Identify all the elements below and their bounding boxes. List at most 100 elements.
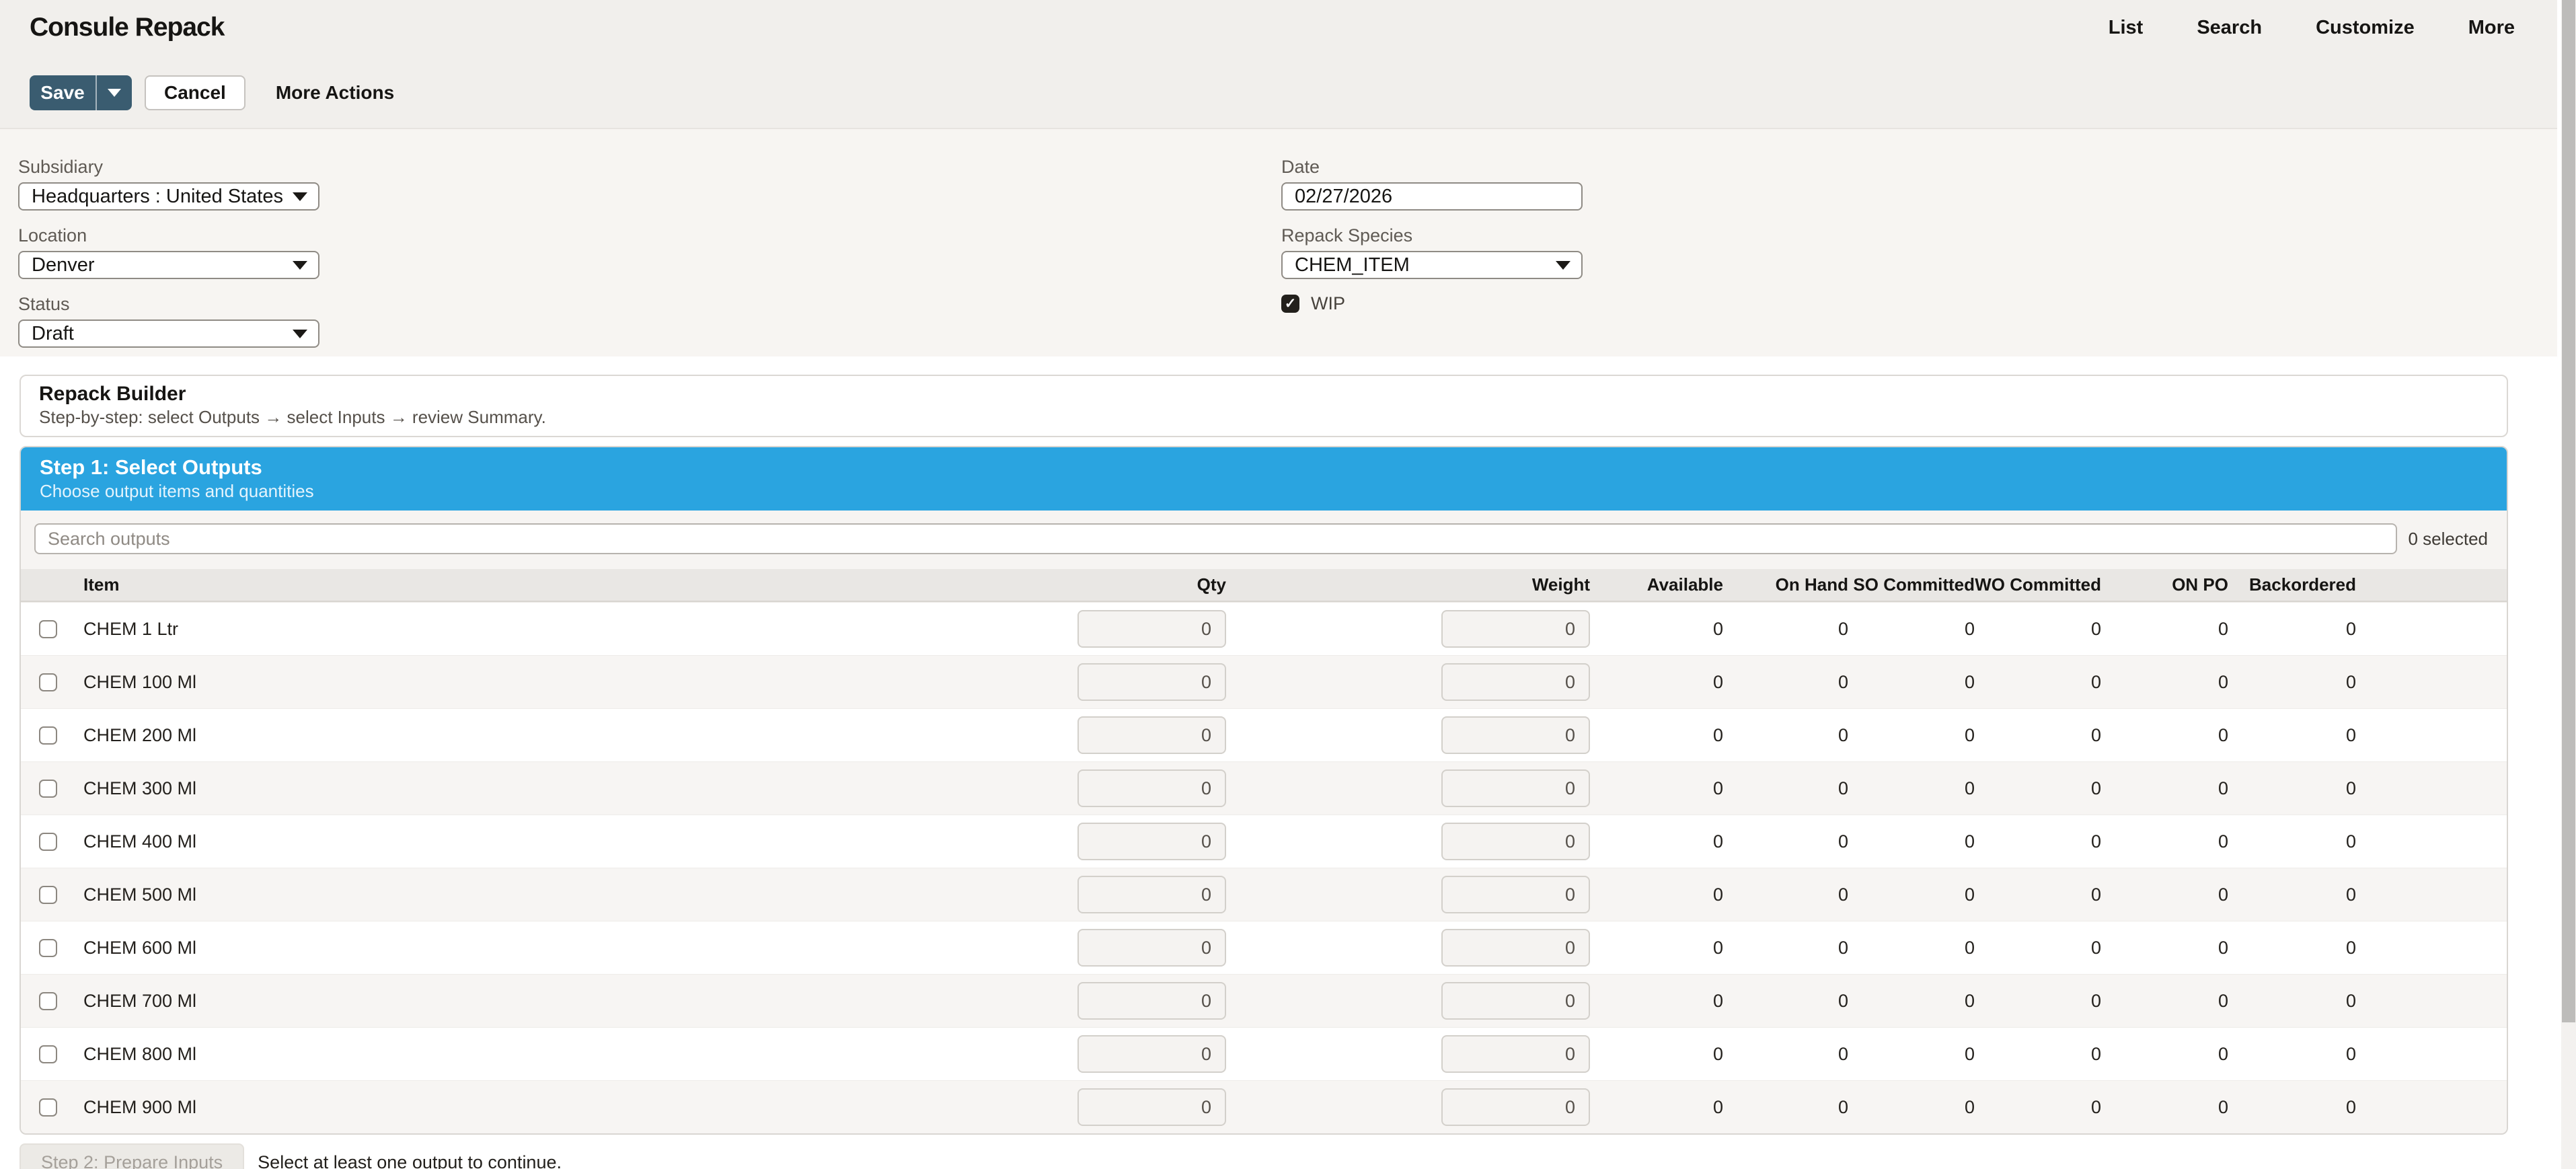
step2-row: Step 2: Prepare Inputs Select at least o… <box>20 1143 2557 1169</box>
qty-input[interactable] <box>1077 823 1226 860</box>
row-checkbox[interactable] <box>39 885 57 904</box>
link-search[interactable]: Search <box>2197 16 2263 38</box>
weight-input[interactable] <box>1441 823 1590 860</box>
scrollbar-thumb[interactable] <box>2562 0 2575 1022</box>
date-label: Date <box>1281 157 1320 177</box>
item-name: CHEM 500 Ml <box>83 884 197 905</box>
table-row: CHEM 600 Ml 0 0 0 0 0 0 <box>21 921 2507 974</box>
backordered-value: 0 <box>2345 884 2356 905</box>
builder-title: Repack Builder <box>39 383 186 405</box>
weight-input[interactable] <box>1441 610 1590 648</box>
col-wo-committed: WO Committed <box>1975 574 2101 595</box>
qty-input[interactable] <box>1077 982 1226 1020</box>
on-hand-value: 0 <box>1838 990 1848 1011</box>
available-value: 0 <box>1712 1096 1723 1117</box>
row-checkbox[interactable] <box>39 1098 57 1117</box>
col-on-hand: On Hand <box>1775 574 1848 595</box>
backordered-value: 0 <box>2345 724 2356 745</box>
so-committed-value: 0 <box>1964 990 1975 1011</box>
link-more[interactable]: More <box>2468 16 2515 38</box>
qty-input[interactable] <box>1077 929 1226 967</box>
qty-input[interactable] <box>1077 663 1226 701</box>
item-name: CHEM 400 Ml <box>83 831 197 852</box>
weight-input[interactable] <box>1441 769 1590 807</box>
step2-button[interactable]: Step 2: Prepare Inputs <box>20 1143 245 1169</box>
weight-input[interactable] <box>1441 982 1590 1020</box>
table-row: CHEM 100 Ml 0 0 0 0 0 0 <box>21 655 2507 708</box>
available-value: 0 <box>1712 884 1723 905</box>
selected-count: 0 selected <box>2408 528 2488 549</box>
row-checkbox[interactable] <box>39 832 57 851</box>
available-value: 0 <box>1712 937 1723 958</box>
step2-hint: Select at least one output to continue. <box>258 1152 562 1169</box>
on-hand-value: 0 <box>1838 671 1848 692</box>
qty-input[interactable] <box>1077 876 1226 913</box>
builder-subtitle: Step-by-step: select Outputs → select In… <box>39 407 546 427</box>
cancel-button[interactable]: Cancel <box>145 75 245 110</box>
col-weight: Weight <box>1531 574 1590 595</box>
wo-committed-value: 0 <box>2090 884 2101 905</box>
backordered-value: 0 <box>2345 618 2356 639</box>
search-outputs-input[interactable] <box>34 523 2398 554</box>
link-list[interactable]: List <box>2108 16 2144 38</box>
vertical-scrollbar[interactable] <box>2561 0 2576 1169</box>
status-select[interactable]: Draft <box>18 319 319 348</box>
table-row: CHEM 700 Ml 0 0 0 0 0 0 <box>21 974 2507 1027</box>
save-button[interactable]: Save <box>30 75 96 110</box>
step1-subtitle: Choose output items and quantities <box>40 481 314 501</box>
location-select[interactable]: Denver <box>18 251 319 279</box>
top-bar: Consule Repack List Search Customize Mor… <box>0 0 2557 128</box>
wip-checkbox[interactable]: ✓ <box>1281 295 1299 313</box>
row-checkbox[interactable] <box>39 991 57 1010</box>
col-available: Available <box>1646 574 1723 595</box>
backordered-value: 0 <box>2345 1043 2356 1064</box>
backordered-value: 0 <box>2345 831 2356 852</box>
available-value: 0 <box>1712 1043 1723 1064</box>
dropdown-arrow-icon <box>293 329 307 338</box>
row-checkbox[interactable] <box>39 1045 57 1063</box>
table-row: CHEM 500 Ml 0 0 0 0 0 0 <box>21 868 2507 921</box>
weight-input[interactable] <box>1441 876 1590 913</box>
qty-input[interactable] <box>1077 769 1226 807</box>
on-hand-value: 0 <box>1838 778 1848 798</box>
weight-input[interactable] <box>1441 663 1590 701</box>
table-row: CHEM 800 Ml 0 0 0 0 0 0 <box>21 1027 2507 1080</box>
row-checkbox[interactable] <box>39 938 57 957</box>
actions-row: Save Cancel More Actions <box>30 75 2515 110</box>
backordered-value: 0 <box>2345 778 2356 798</box>
link-customize[interactable]: Customize <box>2316 16 2415 38</box>
on-po-value: 0 <box>2218 990 2228 1011</box>
qty-input[interactable] <box>1077 716 1226 754</box>
main-content: Repack Builder Step-by-step: select Outp… <box>0 356 2557 1169</box>
weight-input[interactable] <box>1441 716 1590 754</box>
save-dropdown-button[interactable] <box>96 75 132 110</box>
so-committed-value: 0 <box>1964 937 1975 958</box>
qty-input[interactable] <box>1077 1035 1226 1073</box>
on-po-value: 0 <box>2218 671 2228 692</box>
qty-input[interactable] <box>1077 1088 1226 1126</box>
on-hand-value: 0 <box>1838 884 1848 905</box>
location-value: Denver <box>32 254 95 276</box>
row-checkbox[interactable] <box>39 619 57 638</box>
date-input[interactable] <box>1281 182 1583 211</box>
available-value: 0 <box>1712 671 1723 692</box>
weight-input[interactable] <box>1441 1035 1590 1073</box>
row-checkbox[interactable] <box>39 779 57 798</box>
weight-input[interactable] <box>1441 1088 1590 1126</box>
row-checkbox[interactable] <box>39 673 57 691</box>
available-value: 0 <box>1712 990 1723 1011</box>
so-committed-value: 0 <box>1964 671 1975 692</box>
subsidiary-select[interactable]: Headquarters : United States <box>18 182 319 211</box>
row-checkbox[interactable] <box>39 726 57 745</box>
repack-species-select[interactable]: CHEM_ITEM <box>1281 251 1583 279</box>
on-po-value: 0 <box>2218 724 2228 745</box>
qty-input[interactable] <box>1077 610 1226 648</box>
on-po-value: 0 <box>2218 778 2228 798</box>
col-so-committed: SO Committed <box>1853 574 1975 595</box>
more-actions-button[interactable]: More Actions <box>275 82 395 103</box>
wo-committed-value: 0 <box>2090 778 2101 798</box>
page-title: Consule Repack <box>30 13 225 42</box>
weight-input[interactable] <box>1441 929 1590 967</box>
backordered-value: 0 <box>2345 937 2356 958</box>
status-value: Draft <box>32 322 74 344</box>
